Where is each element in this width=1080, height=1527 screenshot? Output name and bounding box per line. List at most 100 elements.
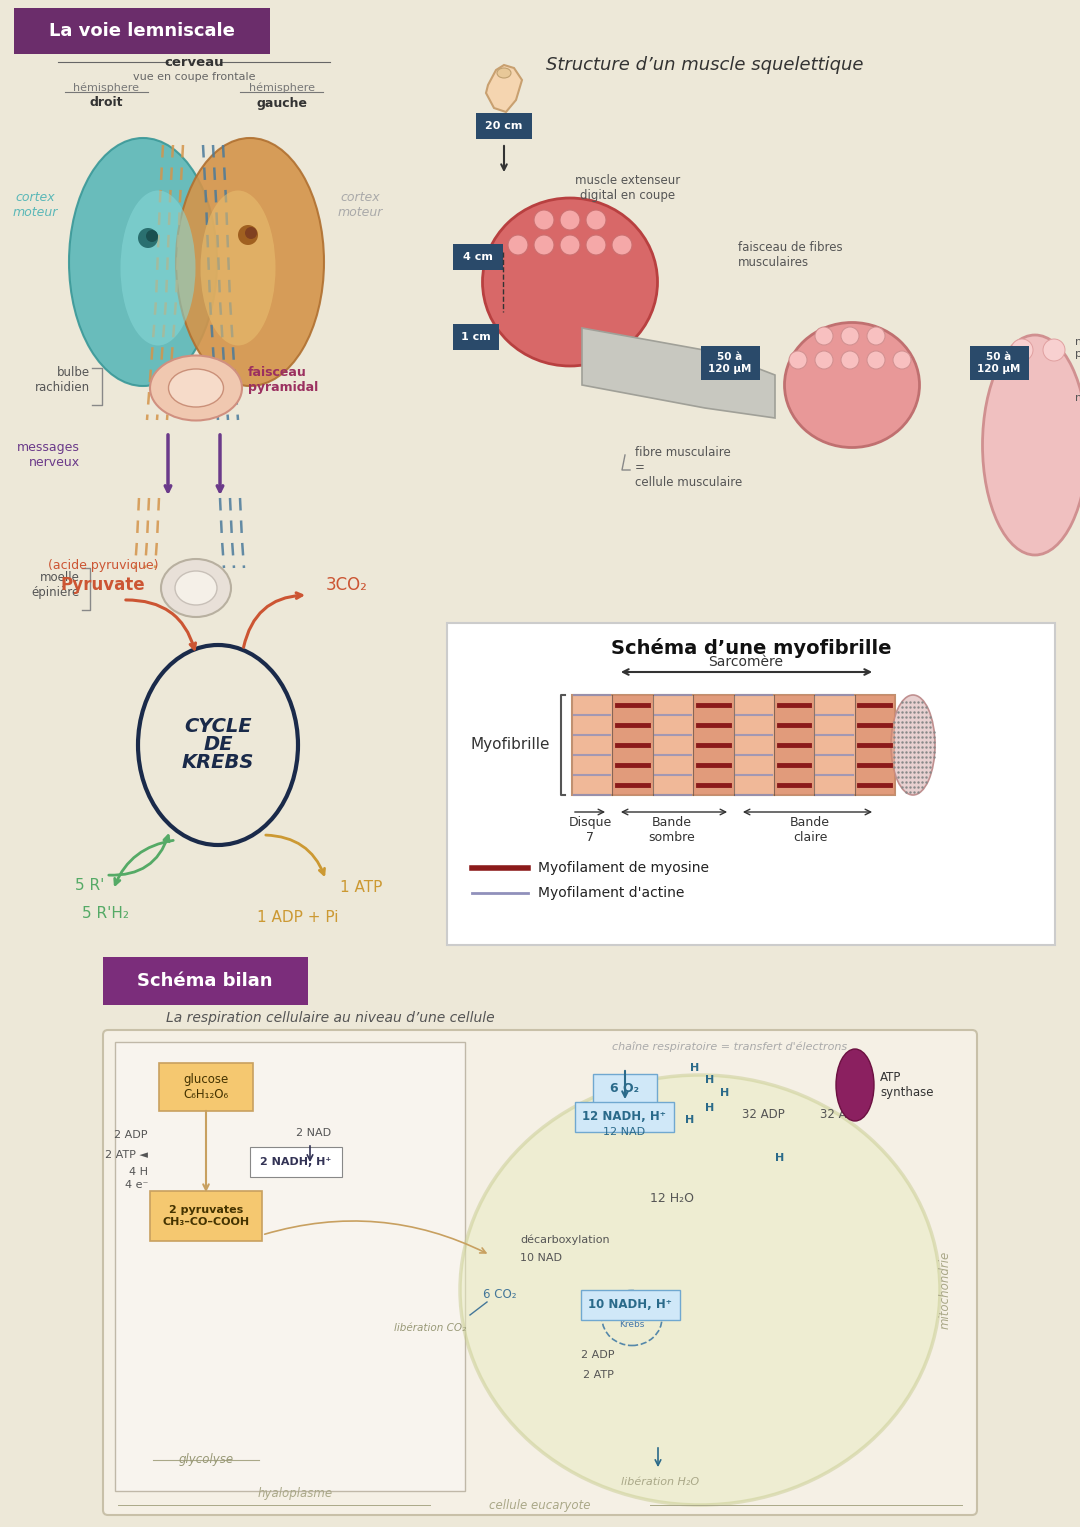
Text: 1 ADP + Pi: 1 ADP + Pi (257, 910, 339, 924)
Circle shape (789, 351, 807, 370)
Ellipse shape (497, 69, 511, 78)
Text: hyaloplasme: hyaloplasme (257, 1486, 333, 1500)
FancyBboxPatch shape (701, 347, 760, 380)
Text: hémisphere: hémisphere (73, 82, 139, 93)
Ellipse shape (784, 322, 919, 447)
Text: 32 ADP: 32 ADP (742, 1109, 785, 1121)
Bar (693, 695, 733, 796)
Text: 6 O₂: 6 O₂ (610, 1083, 639, 1095)
Text: moelle
épinière: moelle épinière (31, 571, 80, 599)
Circle shape (508, 235, 528, 255)
Text: 2 pyruvates
CH₃–CO–COOH: 2 pyruvates CH₃–CO–COOH (162, 1205, 249, 1226)
Circle shape (534, 235, 554, 255)
Text: 4 e⁻: 4 e⁻ (124, 1180, 148, 1190)
Text: 2 ADP: 2 ADP (581, 1350, 615, 1361)
Circle shape (1043, 339, 1065, 360)
FancyBboxPatch shape (453, 244, 503, 270)
Text: 10 NADH, H⁺: 10 NADH, H⁺ (589, 1298, 672, 1312)
Text: glucose
C₆H₁₂O₆: glucose C₆H₁₂O₆ (184, 1073, 229, 1101)
Text: hémisphere: hémisphere (249, 82, 315, 93)
Circle shape (561, 211, 580, 231)
Text: 4 H: 4 H (129, 1167, 148, 1177)
Text: Myofilament de myosine: Myofilament de myosine (538, 861, 708, 875)
Circle shape (245, 228, 257, 240)
Bar (612, 695, 652, 796)
Circle shape (815, 327, 833, 345)
Text: 50 à
120 μM: 50 à 120 μM (708, 353, 752, 374)
Text: muscle extenseur
digital en coupe: muscle extenseur digital en coupe (576, 174, 680, 202)
Text: KREBS: KREBS (181, 753, 254, 773)
Text: 12 H₂O: 12 H₂O (650, 1191, 694, 1205)
Text: cellule eucaryote: cellule eucaryote (489, 1498, 591, 1512)
Text: ATP
synthase: ATP synthase (880, 1070, 933, 1099)
Text: 1 cm: 1 cm (461, 331, 491, 342)
Ellipse shape (175, 571, 217, 605)
Text: bulbe
rachidien: bulbe rachidien (35, 366, 90, 394)
Circle shape (146, 231, 158, 241)
Text: messages
nerveux: messages nerveux (17, 441, 80, 469)
Ellipse shape (161, 559, 231, 617)
Text: 20 cm: 20 cm (485, 121, 523, 131)
Text: 3CO₂: 3CO₂ (326, 576, 368, 594)
FancyBboxPatch shape (593, 1073, 657, 1104)
Circle shape (867, 351, 885, 370)
Text: cerveau: cerveau (164, 55, 224, 69)
Text: libération CO₂: libération CO₂ (394, 1322, 467, 1333)
Text: 5 R': 5 R' (76, 878, 105, 892)
Circle shape (893, 351, 912, 370)
Text: Schéma d’une myofibrille: Schéma d’une myofibrille (611, 638, 891, 658)
FancyBboxPatch shape (150, 1191, 262, 1241)
Text: 2 ADP: 2 ADP (114, 1130, 148, 1141)
FancyBboxPatch shape (159, 1063, 253, 1112)
Text: H: H (775, 1153, 785, 1164)
Ellipse shape (150, 356, 242, 420)
Text: La voie lemniscale: La voie lemniscale (49, 21, 235, 40)
Circle shape (867, 327, 885, 345)
Text: Pyruvate: Pyruvate (60, 576, 146, 594)
FancyBboxPatch shape (453, 324, 499, 350)
Bar (774, 695, 814, 796)
FancyBboxPatch shape (14, 8, 270, 53)
Text: H: H (705, 1075, 715, 1086)
Ellipse shape (201, 191, 275, 345)
FancyBboxPatch shape (114, 1041, 465, 1490)
Text: glycolyse: glycolyse (178, 1454, 233, 1466)
Text: cortex
moteur: cortex moteur (12, 191, 57, 218)
Text: Structure d’un muscle squelettique: Structure d’un muscle squelettique (546, 56, 864, 73)
Bar (854, 695, 895, 796)
FancyBboxPatch shape (103, 957, 308, 1005)
Text: décarboxylation: décarboxylation (519, 1235, 609, 1245)
Circle shape (586, 235, 606, 255)
Text: 2 ATP ◄: 2 ATP ◄ (105, 1150, 148, 1161)
Text: Sarcomère: Sarcomère (708, 655, 783, 669)
Text: myofibrille: myofibrille (1075, 392, 1080, 403)
Text: Bande
claire: Bande claire (789, 815, 831, 844)
Circle shape (841, 351, 859, 370)
Text: Schéma bilan: Schéma bilan (137, 973, 273, 989)
Text: H: H (686, 1115, 694, 1125)
FancyBboxPatch shape (581, 1290, 680, 1319)
Text: cortex
moteur: cortex moteur (337, 191, 382, 218)
Circle shape (586, 211, 606, 231)
Text: H: H (705, 1102, 715, 1113)
Ellipse shape (69, 137, 217, 386)
FancyBboxPatch shape (575, 1102, 674, 1132)
Text: droit: droit (90, 96, 123, 110)
Ellipse shape (168, 370, 224, 408)
Text: Myofibrille: Myofibrille (470, 738, 550, 753)
Text: membrane
plastique: membrane plastique (1075, 337, 1080, 359)
Polygon shape (486, 66, 522, 111)
Text: 10 NAD: 10 NAD (519, 1254, 562, 1263)
Circle shape (561, 235, 580, 255)
Text: Myofilament d'actine: Myofilament d'actine (538, 886, 685, 899)
Text: libération H₂O: libération H₂O (621, 1477, 699, 1487)
Text: 50 à
120 μM: 50 à 120 μM (977, 353, 1021, 374)
Text: 5 R'H₂: 5 R'H₂ (82, 906, 130, 921)
Text: La respiration cellulaire au niveau d’une cellule: La respiration cellulaire au niveau d’un… (165, 1011, 495, 1025)
Text: chaîne respiratoire = transfert d'électrons: chaîne respiratoire = transfert d'électr… (612, 1041, 848, 1052)
Text: fibre musculaire
=
cellule musculaire: fibre musculaire = cellule musculaire (635, 446, 742, 490)
FancyBboxPatch shape (103, 1031, 977, 1515)
Circle shape (612, 235, 632, 255)
Text: DE: DE (203, 736, 233, 754)
Text: Disque
7: Disque 7 (568, 815, 611, 844)
